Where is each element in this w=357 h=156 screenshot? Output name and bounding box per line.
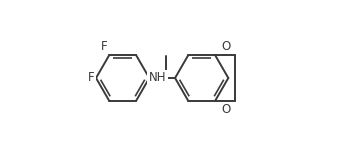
Text: F: F: [101, 40, 108, 53]
Text: F: F: [88, 71, 94, 85]
Text: NH: NH: [149, 71, 166, 85]
Text: O: O: [221, 103, 230, 116]
Text: O: O: [221, 40, 230, 53]
